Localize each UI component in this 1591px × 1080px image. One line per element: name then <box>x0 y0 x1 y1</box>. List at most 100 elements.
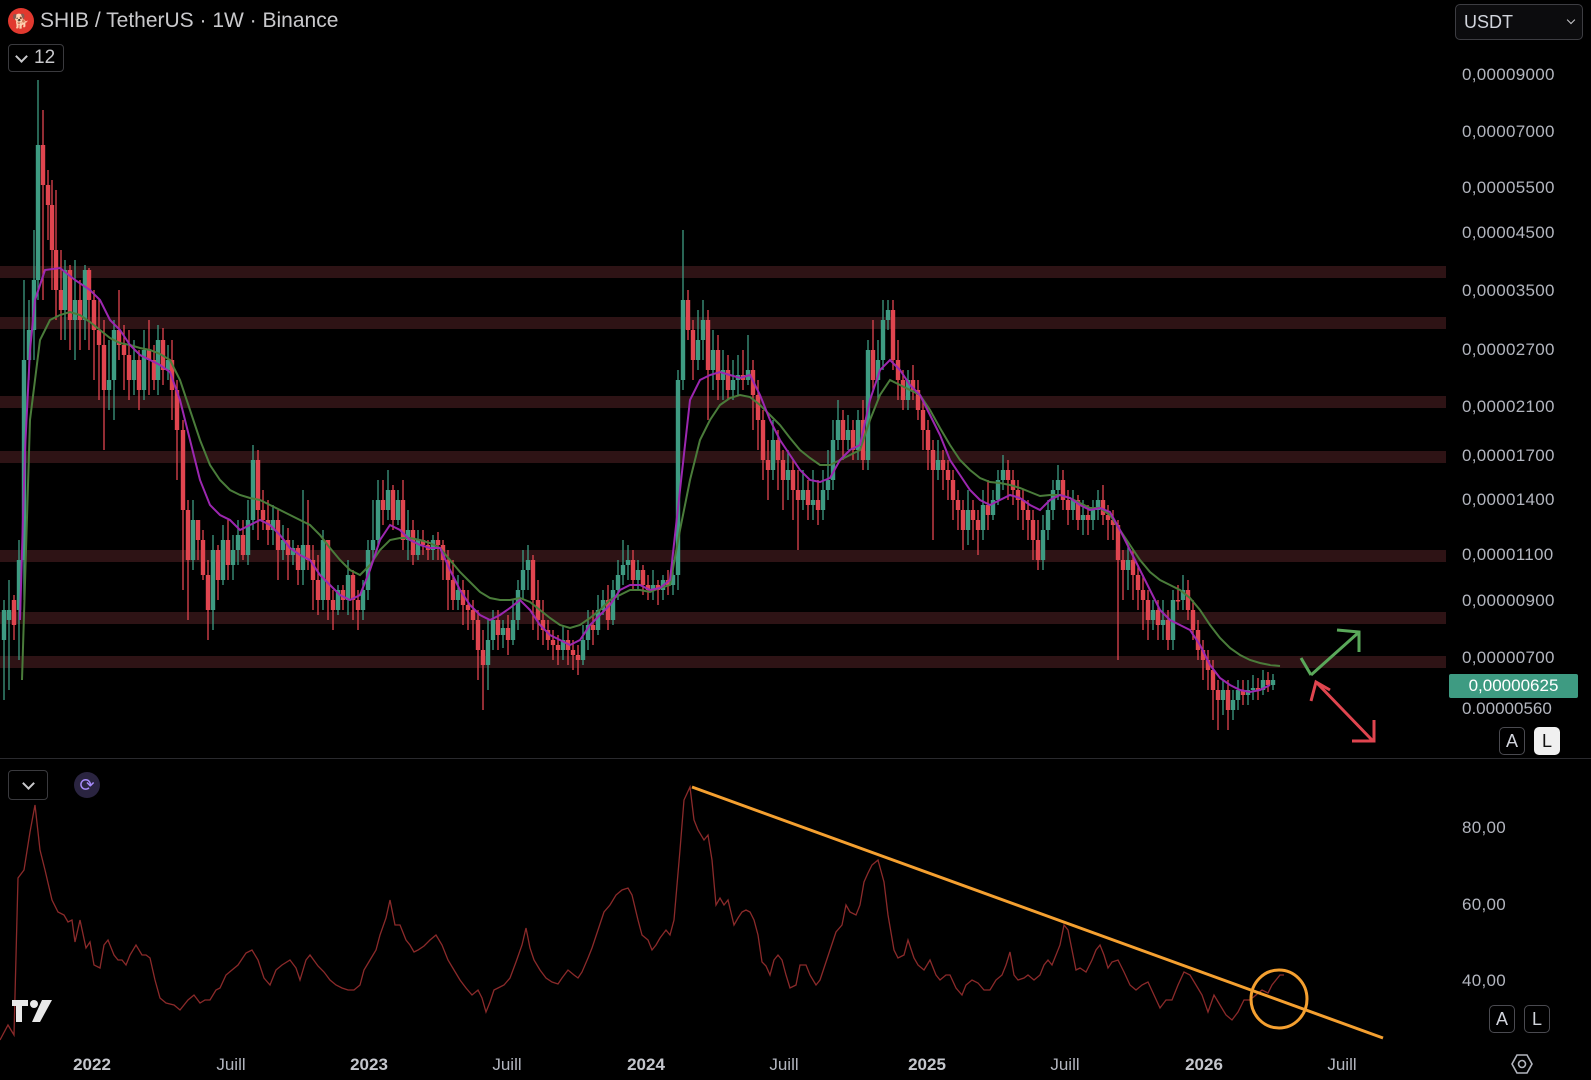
candle <box>810 500 816 505</box>
candle <box>1175 600 1181 602</box>
candle <box>645 585 651 590</box>
log-scale-button[interactable]: L <box>1534 727 1560 755</box>
candle <box>1030 520 1036 540</box>
candle <box>1180 590 1186 600</box>
candle <box>505 628 511 640</box>
candle <box>11 600 17 625</box>
candle <box>205 575 211 610</box>
time-axis-label: Juill <box>492 1055 522 1074</box>
zone-band[interactable] <box>0 451 1446 463</box>
candle <box>460 590 466 605</box>
candle <box>605 600 611 620</box>
candle <box>1 610 7 640</box>
chevron-down-icon <box>1566 15 1576 25</box>
candle <box>560 640 566 650</box>
candle <box>1065 500 1071 510</box>
pane-separator[interactable] <box>0 758 1591 759</box>
candle <box>1205 660 1211 670</box>
candle <box>690 330 696 360</box>
candle <box>1005 470 1011 480</box>
rsi-axis-label: 80,00 <box>1462 818 1507 837</box>
candle <box>680 300 686 380</box>
time-axis-label: Juill <box>1050 1055 1080 1074</box>
tradingview-logo-icon[interactable] <box>10 997 58 1025</box>
ma-slow-line <box>21 310 1281 681</box>
candle <box>1235 690 1241 700</box>
rsi-log-scale-button[interactable]: L <box>1524 1005 1550 1033</box>
candle <box>535 600 541 620</box>
candle <box>325 540 331 600</box>
candle <box>800 490 806 500</box>
candle <box>720 370 726 380</box>
indicator-count: 12 <box>34 47 56 68</box>
candle <box>390 490 396 520</box>
candle <box>965 510 971 530</box>
rsi-trendline <box>691 785 1384 1040</box>
candle <box>420 540 426 545</box>
candle <box>520 570 526 590</box>
pane-collapse-button[interactable] <box>8 770 48 800</box>
candle <box>495 620 501 635</box>
candle <box>895 360 901 380</box>
zone-band[interactable] <box>0 656 1446 668</box>
candle <box>330 600 336 610</box>
rsi-axis-label: 40,00 <box>1462 971 1507 990</box>
candle <box>730 380 736 390</box>
candle <box>1105 515 1111 520</box>
candle <box>815 500 821 510</box>
candle <box>705 320 711 370</box>
candle <box>72 300 78 320</box>
candle <box>270 520 276 530</box>
candle <box>315 580 321 600</box>
candle <box>1015 490 1021 500</box>
chart-title[interactable]: 🐕 SHIB / TetherUS · 1W · Binance <box>8 6 338 36</box>
candle <box>1095 500 1101 510</box>
candle <box>610 590 616 620</box>
candle <box>355 600 361 610</box>
auto-scale-button[interactable]: A <box>1499 727 1525 755</box>
candle <box>785 470 791 480</box>
candle <box>375 500 381 540</box>
candle <box>380 500 386 510</box>
candle <box>53 250 59 290</box>
candle <box>930 450 936 470</box>
zone-band[interactable] <box>0 317 1446 329</box>
price-axis-label: 0,00005500 <box>1462 178 1555 197</box>
candle <box>146 350 152 360</box>
sync-icon[interactable]: ⟳ <box>74 772 100 798</box>
currency-select[interactable]: USDT <box>1455 4 1583 40</box>
candle <box>280 540 286 550</box>
currency-value: USDT <box>1464 11 1513 32</box>
price-axis-label: 0,00000700 <box>1462 648 1555 667</box>
zone-band[interactable] <box>0 266 1446 278</box>
settings-hexagon-icon[interactable] <box>1510 1052 1534 1076</box>
candle <box>1270 680 1276 685</box>
candle <box>82 270 88 320</box>
candle <box>350 575 356 600</box>
candle <box>151 360 157 380</box>
zone-band[interactable] <box>0 550 1446 562</box>
rsi-auto-scale-button[interactable]: A <box>1489 1005 1515 1033</box>
candle <box>915 390 921 410</box>
candle <box>1230 700 1236 710</box>
candle <box>1145 600 1151 620</box>
candle <box>1025 510 1031 520</box>
chevron-down-icon <box>21 776 35 790</box>
candle <box>6 610 12 620</box>
candle <box>67 270 73 320</box>
candle <box>950 480 956 500</box>
candle <box>675 380 681 575</box>
candle <box>1020 500 1026 510</box>
candle <box>1190 610 1196 630</box>
indicators-toggle-button[interactable]: 12 <box>8 44 65 72</box>
zone-band[interactable] <box>0 612 1446 624</box>
candle <box>220 540 226 580</box>
candle <box>250 460 256 520</box>
candle <box>925 430 931 450</box>
candle <box>900 380 906 400</box>
candle <box>910 380 916 390</box>
candle <box>540 620 546 630</box>
price-axis-label: 0,00002700 <box>1462 340 1555 359</box>
candle <box>470 610 476 620</box>
